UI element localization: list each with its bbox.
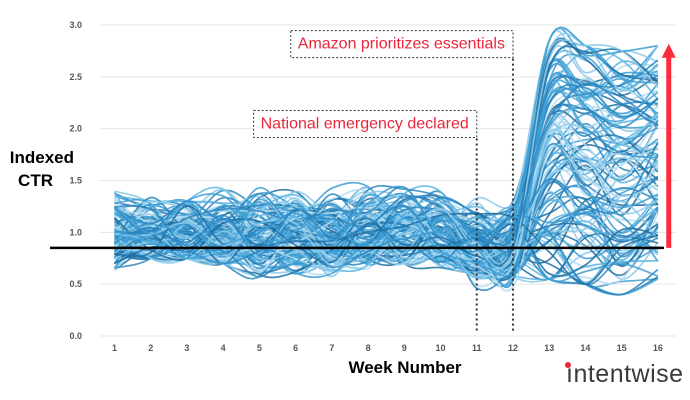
series-line <box>114 32 659 266</box>
y-tick-label: 2.0 <box>69 124 82 134</box>
x-tick-label: 6 <box>293 343 298 353</box>
annotation-label: Amazon prioritizes essentials <box>298 36 505 53</box>
y-axis-title-line-2: CTR <box>18 171 53 190</box>
y-axis: 0.0 0.5 1.0 1.5 2.0 2.5 3.0 <box>69 20 82 341</box>
intentwise-logo: ı ntentwise <box>565 360 684 388</box>
x-tick-label: 4 <box>221 343 226 353</box>
annotation-national-emergency: National emergency declared <box>253 109 478 138</box>
annotation-box <box>253 109 478 138</box>
x-tick-label: 11 <box>472 343 482 353</box>
y-tick-label: 1.5 <box>69 176 82 186</box>
series-line <box>114 142 659 274</box>
x-tick-label: 16 <box>653 343 663 353</box>
x-tick-label: 5 <box>257 343 262 353</box>
x-tick-label: 9 <box>402 343 407 353</box>
x-tick-label: 15 <box>617 343 627 353</box>
series-line <box>114 156 659 260</box>
annotation-box <box>290 30 514 59</box>
series-line <box>114 97 659 256</box>
x-tick-label: 10 <box>436 343 446 353</box>
increase-arrow <box>661 43 676 248</box>
x-tick-label: 1 <box>112 343 117 353</box>
annotation-amazon-essentials: Amazon prioritizes essentials <box>290 30 514 59</box>
y-tick-label: 3.0 <box>69 20 82 30</box>
series-lines <box>113 26 659 296</box>
x-axis: 1 2 3 4 5 6 7 8 9 10 11 12 13 14 15 16 <box>112 343 663 353</box>
y-axis-title-line-1: Indexed <box>10 148 74 167</box>
series-line <box>114 205 659 286</box>
y-tick-label: 2.5 <box>69 72 82 82</box>
x-tick-label: 2 <box>148 343 153 353</box>
x-tick-label: 13 <box>544 343 554 353</box>
y-tick-label: 0.5 <box>69 279 82 289</box>
x-axis-title: Week Number <box>348 358 461 377</box>
series-line <box>114 45 659 269</box>
logo-dot-icon <box>565 362 571 368</box>
x-tick-label: 12 <box>508 343 518 353</box>
series-line <box>114 214 659 277</box>
x-tick-label: 14 <box>580 343 590 353</box>
series-line <box>114 39 659 270</box>
series-line <box>114 203 659 286</box>
y-tick-label: 1.0 <box>69 227 82 237</box>
annotation-label: National emergency declared <box>261 115 469 132</box>
series-line <box>114 145 659 292</box>
series-line <box>113 27 659 257</box>
series-line <box>114 107 659 243</box>
x-tick-label: 3 <box>184 343 189 353</box>
x-tick-label: 7 <box>329 343 334 353</box>
logo-i: ı <box>565 360 574 388</box>
arrow-head <box>661 43 676 58</box>
y-tick-label: 0.0 <box>69 331 82 341</box>
series-line <box>114 60 659 281</box>
x-tick-label: 8 <box>366 343 371 353</box>
